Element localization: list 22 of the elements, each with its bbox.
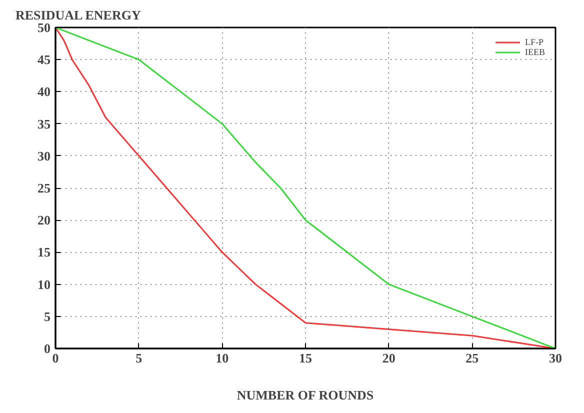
y-tick-label: 45 <box>38 52 51 68</box>
legend-label: IEEB <box>525 47 545 57</box>
y-tick-label: 40 <box>38 84 50 100</box>
y-tick-label: 5 <box>44 308 51 324</box>
line-series <box>56 28 556 348</box>
x-tick-label: 30 <box>549 350 562 366</box>
x-tick-label: 10 <box>216 350 229 366</box>
x-tick-label: 25 <box>466 350 480 366</box>
y-axis-title: RESIDUAL ENERGY <box>16 8 142 22</box>
y-tick-label: 20 <box>38 212 50 228</box>
y-tick-label: 25 <box>38 180 51 196</box>
y-tick-label: 15 <box>38 244 51 260</box>
y-tick-label: 35 <box>38 116 51 132</box>
x-tick-label: 20 <box>382 350 396 366</box>
x-axis-title: NUMBER OF ROUNDS <box>236 388 374 402</box>
y-tick-label: 50 <box>38 20 50 35</box>
y-tick-label: 30 <box>38 148 50 164</box>
x-tick-label: 15 <box>299 350 312 366</box>
x-tick-label: 5 <box>136 350 143 366</box>
y-tick-label: 10 <box>38 276 50 292</box>
y-tick-label: 0 <box>44 341 50 356</box>
legend-label: LF-P <box>525 37 545 47</box>
